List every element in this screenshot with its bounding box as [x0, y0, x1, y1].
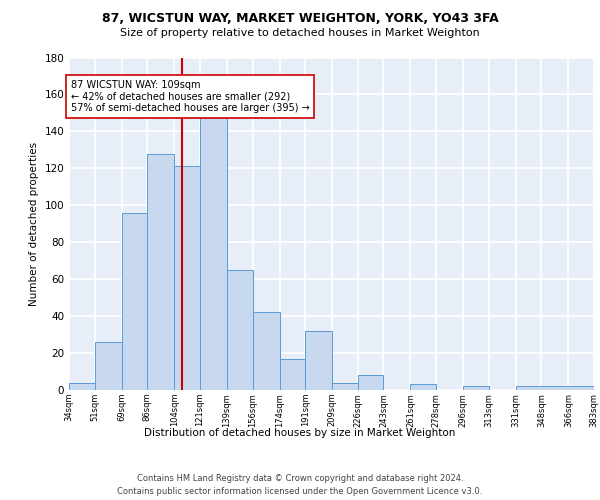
Bar — [332, 382, 358, 390]
Bar — [253, 312, 280, 390]
Bar — [410, 384, 436, 390]
Text: Size of property relative to detached houses in Market Weighton: Size of property relative to detached ho… — [120, 28, 480, 38]
Bar — [200, 113, 227, 390]
Text: Contains public sector information licensed under the Open Government Licence v3: Contains public sector information licen… — [118, 488, 482, 496]
Bar — [358, 375, 383, 390]
Bar — [227, 270, 253, 390]
Bar — [95, 342, 122, 390]
Bar — [305, 331, 332, 390]
Bar — [463, 386, 488, 390]
Bar — [516, 386, 594, 390]
Text: Distribution of detached houses by size in Market Weighton: Distribution of detached houses by size … — [145, 428, 455, 438]
Bar — [122, 212, 147, 390]
Text: 87, WICSTUN WAY, MARKET WEIGHTON, YORK, YO43 3FA: 87, WICSTUN WAY, MARKET WEIGHTON, YORK, … — [101, 12, 499, 26]
Bar — [280, 358, 305, 390]
Bar — [175, 166, 200, 390]
Text: Contains HM Land Registry data © Crown copyright and database right 2024.: Contains HM Land Registry data © Crown c… — [137, 474, 463, 483]
Bar — [147, 154, 175, 390]
Y-axis label: Number of detached properties: Number of detached properties — [29, 142, 39, 306]
Text: 87 WICSTUN WAY: 109sqm
← 42% of detached houses are smaller (292)
57% of semi-de: 87 WICSTUN WAY: 109sqm ← 42% of detached… — [71, 80, 309, 113]
Bar — [69, 382, 95, 390]
